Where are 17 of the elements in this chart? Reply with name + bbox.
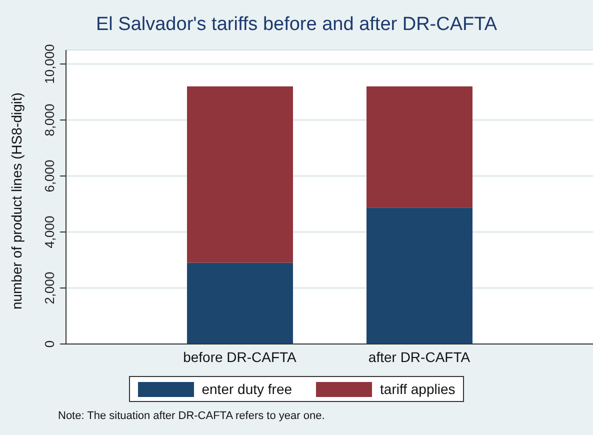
y-tick-label: 6,000 [42,160,57,192]
text: Note: The situation after DR-CAFTA refers to year one. [58,410,326,422]
legend-label: tariff applies [380,381,456,397]
bar [187,86,293,263]
y-tick-label: 0 [42,340,57,348]
y-axis-title: number of product lines (HS8-digit) [9,92,26,310]
legend-label: enter duty free [202,381,292,397]
y-tick-label: 2,000 [42,272,57,304]
y-tick-label: 4,000 [42,216,57,248]
y-tick-label: 8,000 [42,104,57,136]
x-tick-label: before DR-CAFTA [183,348,298,365]
bar [187,262,293,344]
chart-title: El Salvador's tariffs before and after DR-CAFTA [94,14,498,37]
bar [366,86,472,208]
y-tick-label: 10,000 [42,44,57,84]
bar [366,208,472,344]
x-tick-label: after DR-CAFTA [368,348,471,365]
